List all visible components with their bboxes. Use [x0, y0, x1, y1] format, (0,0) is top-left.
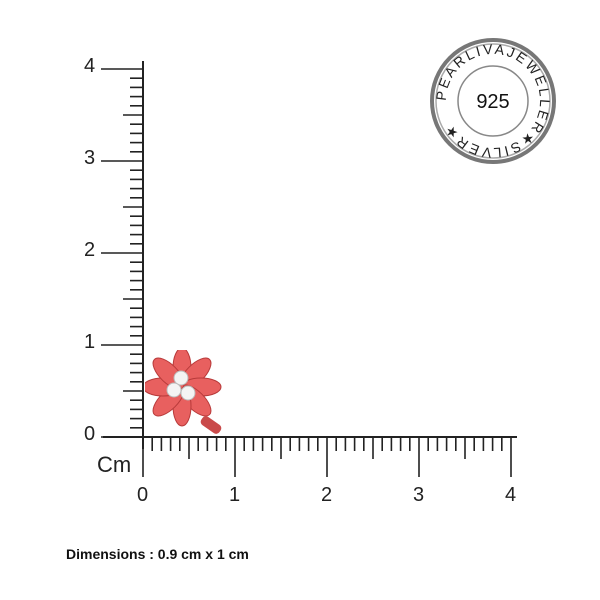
y-tick-label: 3 — [84, 147, 96, 169]
y-tick-label: 0 — [84, 423, 96, 445]
silver-seal-logo: PEARLIVAJEWELLER★SILVER★ 925 — [430, 38, 556, 164]
seal-925: 925 — [476, 91, 509, 113]
y-tick-label: 1 — [84, 331, 96, 353]
x-tick-label: 1 — [229, 484, 241, 506]
stone — [180, 385, 196, 401]
x-tick-label: 2 — [321, 484, 333, 506]
clasp — [200, 416, 222, 434]
stone — [173, 370, 189, 386]
y-tick-label: 4 — [84, 55, 96, 77]
stone — [166, 382, 182, 398]
x-tick-label: 0 — [137, 484, 149, 506]
y-tick-label: 2 — [84, 239, 96, 261]
x-tick-label: 4 — [505, 484, 517, 506]
dimensions-text: Dimensions : 0.9 cm x 1 cm — [66, 546, 249, 562]
unit-label: Cm — [97, 452, 132, 477]
x-tick-label: 3 — [413, 484, 425, 506]
product-image — [145, 350, 222, 434]
